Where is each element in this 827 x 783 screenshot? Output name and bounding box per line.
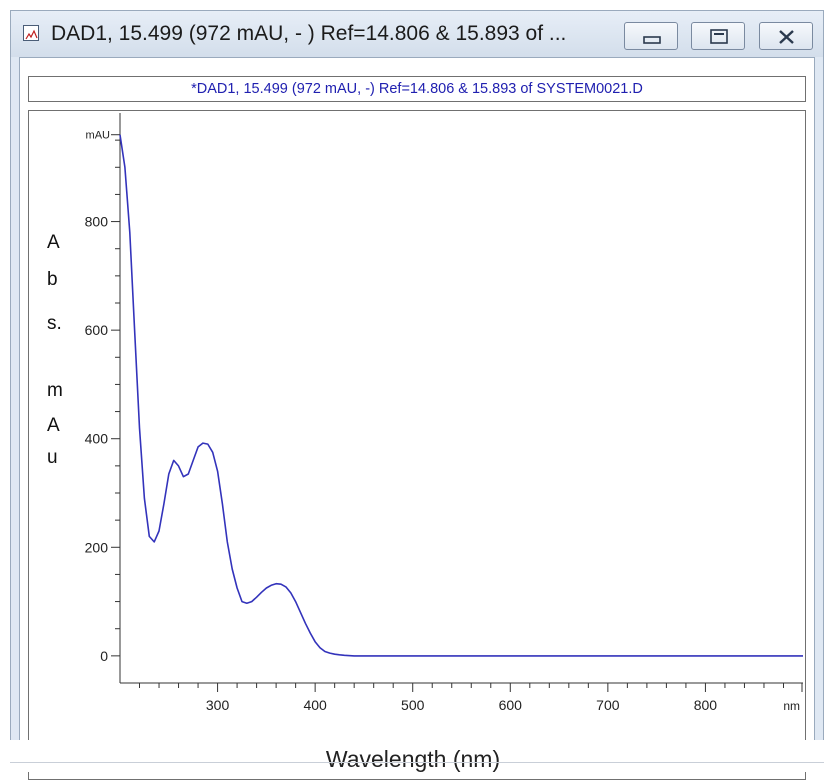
y-axis-label-letter: b (47, 269, 58, 290)
y-unit-label: mAU (86, 130, 111, 142)
close-icon (779, 30, 794, 44)
footer-rule (10, 762, 824, 763)
x-axis-label: Wavelength (nm) (326, 746, 500, 772)
tick-labels: 0 200 400 600 800 mAU 300 400 500 600 700 800 nm (85, 130, 800, 713)
maximize-button[interactable] (691, 22, 745, 50)
plot-title: *DAD1, 15.499 (972 mAU, -) Ref=14.806 & … (191, 81, 643, 97)
page-footer: Wavelength (nm) (0, 740, 827, 772)
y-tick-label: 600 (85, 322, 109, 338)
minimize-icon (643, 36, 661, 44)
x-axis-title-svg: Wavelength (nm) (326, 746, 500, 772)
window-title: DAD1, 15.499 (972 mAU, - ) Ref=14.806 & … (51, 22, 567, 45)
y-axis-label-letter: m (47, 380, 63, 401)
y-axis-label-letter: u (47, 447, 58, 468)
plot-title-box: *DAD1, 15.499 (972 mAU, -) Ref=14.806 & … (28, 76, 806, 102)
y-tick-label: 200 (85, 539, 109, 555)
spectrum-window: DAD1, 15.499 (972 mAU, - ) Ref=14.806 & … (10, 10, 824, 780)
axes (119, 113, 803, 684)
x-tick-label: 800 (694, 697, 718, 713)
y-axis-label-letter: s. (47, 313, 62, 334)
x-tick-label: 600 (499, 697, 523, 713)
spectrum-line (119, 134, 803, 657)
ticks (111, 134, 803, 692)
x-tick-label: 700 (596, 697, 620, 713)
y-tick-label: 400 (85, 431, 109, 447)
maximize-icon (710, 29, 728, 44)
x-tick-label: 300 (206, 697, 230, 713)
x-tick-label: 500 (401, 697, 425, 713)
y-axis-label: Abs.mAu (47, 232, 63, 468)
y-tick-label: 0 (100, 648, 108, 664)
close-button[interactable] (759, 22, 813, 50)
x-tick-label: 400 (303, 697, 327, 713)
y-axis-label-letter: A (47, 232, 60, 253)
x-unit-label: nm (783, 699, 800, 713)
spectrum-app-icon[interactable] (23, 25, 39, 41)
y-tick-label: 800 (85, 214, 109, 230)
title-bar[interactable]: DAD1, 15.499 (972 mAU, - ) Ref=14.806 & … (11, 11, 823, 57)
plot-client-area: *DAD1, 15.499 (972 mAU, -) Ref=14.806 & … (19, 57, 815, 780)
y-axis-label-letter: A (47, 415, 60, 436)
spectrum-chart: 0 200 400 600 800 mAU 300 400 500 600 700 800 nm Ab s… (47, 113, 803, 713)
minimize-button[interactable] (624, 22, 678, 50)
